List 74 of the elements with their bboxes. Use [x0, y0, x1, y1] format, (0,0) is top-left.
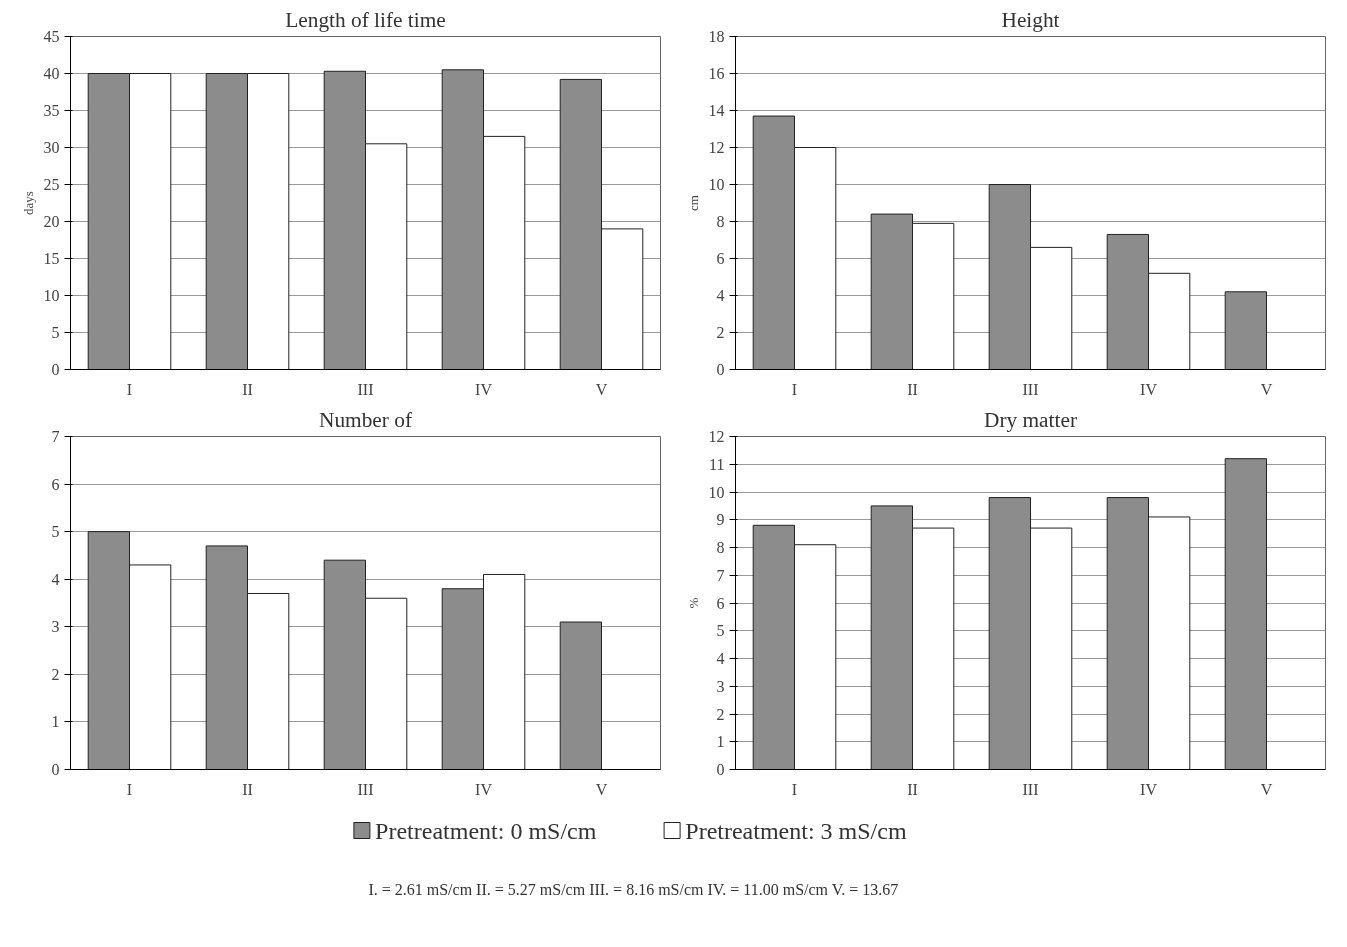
x-tick-label: III — [357, 780, 374, 798]
x-tick-label: IV — [1140, 380, 1158, 398]
y-tick-label: 6 — [716, 594, 725, 612]
x-tick-label: III — [1022, 380, 1039, 398]
chart-title: Height — [1001, 7, 1060, 32]
bar — [1224, 458, 1267, 770]
y-tick-label: 10 — [708, 176, 725, 193]
y-tick-label: 10 — [43, 287, 60, 304]
x-tick-label: I — [126, 780, 133, 798]
y-tick-label: 35 — [43, 102, 60, 119]
y-tick-label: 1 — [51, 713, 60, 731]
x-tick-label: IV — [475, 380, 493, 398]
x-tick-label: II — [907, 380, 918, 398]
y-tick-label: 5 — [51, 523, 60, 541]
y-tick-label: 40 — [43, 65, 60, 82]
x-tick-label: III — [357, 380, 374, 398]
y-tick-label: 9 — [716, 511, 725, 529]
y-tick-label: 2 — [716, 324, 725, 341]
y-tick-label: 4 — [51, 570, 60, 588]
bar — [559, 621, 602, 770]
y-tick-label: 7 — [716, 566, 725, 584]
x-tick-label: II — [907, 780, 918, 798]
x-tick-label: I — [126, 380, 133, 398]
x-tick-label: I — [791, 380, 798, 398]
y-axis-title: days — [20, 191, 36, 215]
y-tick-label: 0 — [716, 761, 725, 778]
y-tick-label: 6 — [51, 475, 60, 493]
chart-title: Dry matter — [984, 407, 1077, 432]
y-tick-label: 45 — [43, 28, 60, 45]
y-tick-label: 14 — [708, 102, 725, 119]
x-tick-label: I — [791, 780, 798, 798]
chart-title: Length of life time — [285, 7, 446, 32]
y-tick-label: 25 — [43, 176, 60, 193]
y-tick-label: 20 — [43, 213, 60, 230]
y-tick-label: 18 — [708, 28, 725, 45]
y-tick-label: 8 — [716, 539, 725, 556]
bar — [1224, 291, 1267, 370]
y-tick-label: 15 — [43, 250, 60, 267]
chart-title: Number of — [319, 407, 413, 432]
y-tick-label: 2 — [716, 705, 725, 723]
y-tick-label: 5 — [716, 622, 725, 640]
y-tick-label: 8 — [716, 213, 725, 230]
y-axis-title: cm — [685, 195, 701, 211]
y-tick-label: 7 — [51, 428, 60, 445]
y-tick-label: 4 — [716, 287, 725, 304]
y-tick-label: 12 — [708, 139, 725, 156]
y-tick-label: 1 — [716, 733, 725, 751]
y-tick-label: 12 — [708, 428, 725, 445]
y-tick-label: 0 — [51, 361, 60, 378]
y-tick-label: 30 — [43, 139, 60, 156]
y-tick-label: 2 — [51, 665, 60, 683]
text: I. = 2.61 mS/cm II. = 5.27 mS/cm III. = 8.16 mS/cm IV. = 11.00 mS/cm V. = 13.67 — [368, 880, 899, 898]
y-tick-label: 6 — [716, 250, 725, 267]
y-axis-title: % — [685, 597, 701, 609]
x-tick-label: III — [1022, 780, 1039, 798]
y-tick-label: 10 — [708, 483, 725, 501]
x-tick-label: IV — [475, 780, 493, 798]
legend-label: Pretreatment: 0 mS/cm — [375, 817, 597, 844]
y-tick-label: 4 — [716, 650, 725, 667]
y-tick-label: 3 — [716, 677, 725, 695]
y-tick-label: 3 — [51, 618, 60, 636]
y-tick-label: 16 — [708, 65, 725, 82]
x-tick-label: II — [242, 380, 253, 398]
legend-label: Pretreatment: 3 mS/cm — [685, 817, 907, 844]
x-tick-label: V — [595, 780, 608, 798]
y-tick-label: 5 — [51, 324, 60, 341]
y-tick-label: 0 — [51, 761, 60, 778]
y-tick-label: 0 — [716, 361, 725, 378]
y-tick-label: 11 — [709, 455, 725, 473]
x-tick-label: V — [1260, 780, 1273, 798]
x-tick-label: V — [595, 380, 608, 398]
x-tick-label: II — [242, 780, 253, 798]
x-tick-label: IV — [1140, 780, 1158, 798]
x-tick-label: V — [1260, 380, 1273, 398]
